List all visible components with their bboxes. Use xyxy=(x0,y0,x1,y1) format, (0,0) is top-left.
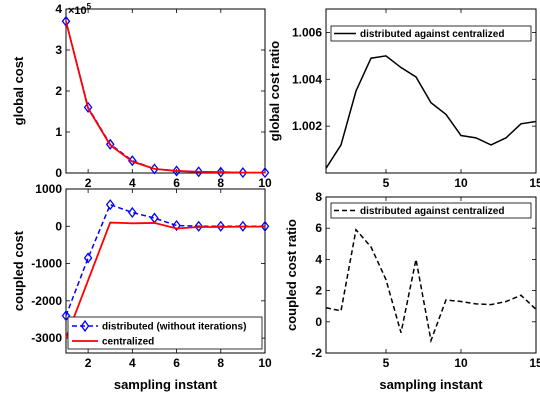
data-point-dist xyxy=(128,206,137,219)
panel-coupled-cost-ratio: coupled cost ratio sampling instant 5 10 1… xyxy=(284,190,540,392)
panel1-y-axis-label: global cost xyxy=(11,56,26,125)
y-tick-label: 0 xyxy=(55,219,62,233)
x-tick-label: 5 xyxy=(383,356,390,370)
panel3-x-axis-label: sampling instant xyxy=(114,377,218,392)
panel1-y-exponent: ×105 xyxy=(68,2,92,17)
x-tick-label: 2 xyxy=(85,176,92,190)
y-tick-label: -2000 xyxy=(31,294,62,308)
panel2-ticks: 5 10 15 1.002 1.004 1.006 xyxy=(292,9,540,190)
panel3-marks xyxy=(61,199,270,339)
y-tick-label: 2 xyxy=(55,84,62,98)
data-point-dist xyxy=(260,220,270,232)
x-tick-label: 8 xyxy=(217,356,224,370)
panel1-ticks: 2 4 6 8 10 0 1 2 3 4 xyxy=(55,2,272,190)
panel4-legend-label: distributed against centralized xyxy=(360,206,504,217)
y-tick-label: 0 xyxy=(55,166,62,180)
data-point-dist xyxy=(260,167,270,179)
panel2-y-axis-label: global cost ratio xyxy=(267,41,282,141)
x-tick-label: 6 xyxy=(173,356,180,370)
data-point-dist xyxy=(61,310,71,322)
x-tick-label: 10 xyxy=(454,176,468,190)
panel3-legend-label-centralized: centralized xyxy=(102,337,154,348)
x-tick-label: 10 xyxy=(258,356,272,370)
series-line-cent xyxy=(65,221,265,339)
panel4-legend-box xyxy=(330,202,532,219)
data-point-dist xyxy=(172,165,181,177)
y-tick-label: 0 xyxy=(315,315,322,329)
panel2-legend-box xyxy=(330,25,532,42)
data-point-dist xyxy=(216,166,226,178)
panel1-frame xyxy=(65,8,266,174)
panel3-legend-box xyxy=(67,316,263,350)
panel3-y-axis-label: coupled cost xyxy=(11,230,26,311)
panel3-ticks: 2 4 6 8 10 -3000 -2000 -1000 0 1000 xyxy=(31,182,272,370)
y-tick-label: 4 xyxy=(55,2,62,16)
y-tick-label: 1000 xyxy=(35,182,62,196)
panel3-legend: distributed (without iterations) central… xyxy=(67,316,263,350)
panel4-x-axis-label: sampling instant xyxy=(379,377,483,392)
y-tick-label: -1000 xyxy=(31,257,62,271)
panel3-legend-marker-distributed xyxy=(80,319,90,333)
series-line-cent xyxy=(65,21,265,174)
panel4-y-axis-label: coupled cost ratio xyxy=(284,219,299,331)
panel4-ticks: 5 10 15 -2 0 2 4 6 8 xyxy=(311,190,540,370)
data-point-dist xyxy=(238,167,248,179)
data-point-dist xyxy=(105,199,115,211)
panel4-frame xyxy=(325,196,537,354)
panel-global-cost: ×105 global cost 2 4 6 8 10 0 1 2 3 4 xyxy=(11,2,272,190)
data-point-dist xyxy=(83,101,93,113)
panel4-legend: distributed against centralized xyxy=(330,202,532,219)
panel4-marks xyxy=(325,228,537,344)
data-point-dist xyxy=(194,166,203,178)
y-tick-label: 2 xyxy=(315,284,322,298)
y-tick-label: 1 xyxy=(55,125,62,139)
data-point-dist xyxy=(83,252,93,264)
x-tick-label: 4 xyxy=(129,176,136,190)
y-tick-label: -2 xyxy=(311,346,322,360)
data-point-dist xyxy=(61,15,71,27)
y-tick-label: -3000 xyxy=(31,331,62,345)
x-tick-label: 8 xyxy=(217,176,224,190)
y-tick-label: 1.006 xyxy=(292,25,322,39)
data-point-dist xyxy=(216,220,226,232)
panel1-marks xyxy=(61,15,270,179)
panel3-legend-label-distributed: distributed (without iterations) xyxy=(102,322,246,333)
y-tick-label: 8 xyxy=(315,190,322,204)
panel2-legend: distributed against centralized xyxy=(330,25,532,42)
y-tick-label: 1.004 xyxy=(292,72,322,86)
panel-coupled-cost: coupled cost sampling instant 2 4 6 8 10 -300… xyxy=(11,182,272,392)
y-tick-label: 4 xyxy=(315,252,322,266)
x-tick-label: 4 xyxy=(129,356,136,370)
x-tick-label: 15 xyxy=(529,176,540,190)
y-tick-label: 6 xyxy=(315,221,322,235)
x-tick-label: 15 xyxy=(529,356,540,370)
series-line-ratio xyxy=(325,228,537,344)
data-point-dist xyxy=(172,219,181,232)
data-point-dist xyxy=(194,220,203,232)
x-tick-label: 5 xyxy=(383,176,390,190)
y-tick-label: 1.002 xyxy=(292,119,322,133)
panel2-marks xyxy=(325,55,537,169)
panel-global-cost-ratio: global cost ratio 5 10 15 1.002 1.004 1.006 d… xyxy=(267,8,540,190)
x-tick-label: 6 xyxy=(173,176,180,190)
x-tick-label: 10 xyxy=(454,356,468,370)
x-tick-label: 10 xyxy=(258,176,272,190)
y-tick-label: 3 xyxy=(55,43,62,57)
panel2-legend-label: distributed against centralized xyxy=(360,29,504,40)
x-tick-label: 2 xyxy=(85,356,92,370)
series-line-ratio xyxy=(325,55,537,169)
data-point-dist xyxy=(238,220,248,232)
